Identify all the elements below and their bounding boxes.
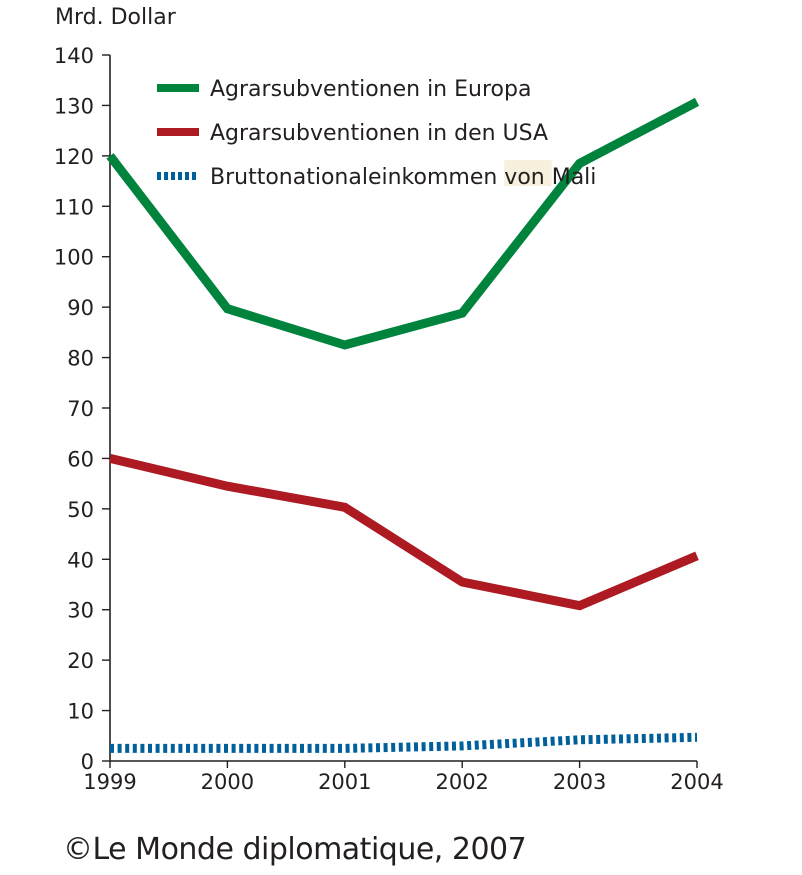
series-layer (106, 97, 700, 753)
legend-label-europe: Agrarsubventionen in Europa (210, 77, 531, 102)
x-tick-label: 2001 (318, 770, 371, 794)
legend: Agrarsubventionen in Europa Agrarsubvent… (157, 77, 596, 190)
legend-label-mali-part1: Bruttonationaleinkommen (210, 165, 504, 190)
x-axis-ticks: 1999 2000 2001 2002 2003 2004 (83, 761, 724, 794)
line-chart: Mrd. Dollar 0 10 20 30 40 50 60 70 80 90 100 110 120… (54, 5, 724, 794)
y-tick-label: 110 (54, 195, 94, 219)
y-tick-label: 30 (67, 599, 94, 623)
y-tick-label: 10 (67, 700, 94, 724)
y-tick-label: 20 (67, 649, 94, 673)
y-tick-label: 120 (54, 145, 94, 169)
series-line-mali (110, 732, 698, 753)
y-tick-label: 100 (54, 246, 94, 270)
legend-label-mali: Bruttonationaleinkommen von Mali (210, 165, 596, 190)
text-highlight (504, 160, 552, 186)
y-tick-label: 50 (67, 498, 94, 522)
y-axis-unit-label: Mrd. Dollar (55, 5, 177, 30)
y-tick-label: 130 (54, 94, 94, 118)
y-tick-label: 0 (81, 750, 94, 774)
x-tick-label: 2003 (553, 770, 606, 794)
y-tick-label: 60 (67, 447, 94, 471)
series-line-europe (106, 97, 700, 350)
y-tick-label: 70 (67, 397, 94, 421)
y-tick-label: 140 (54, 44, 94, 68)
series-line-usa (108, 454, 699, 611)
copyright-credit: ©Le Monde diplomatique, 2007 (63, 832, 527, 867)
y-tick-label: 80 (67, 347, 94, 371)
y-tick-label: 40 (67, 548, 94, 572)
x-tick-label: 2000 (201, 770, 254, 794)
y-axis-ticks: 0 10 20 30 40 50 60 70 80 90 100 110 120 130 140 (54, 44, 110, 774)
x-tick-label: 2002 (435, 770, 488, 794)
legend-label-usa: Agrarsubventionen in den USA (210, 121, 548, 146)
y-tick-label: 90 (67, 296, 94, 320)
legend-item-europe: Agrarsubventionen in Europa (157, 77, 531, 102)
x-tick-label: 1999 (83, 770, 136, 794)
x-tick-label: 2004 (670, 770, 723, 794)
legend-label-mali-highlighted: von (504, 165, 551, 190)
legend-item-usa: Agrarsubventionen in den USA (157, 121, 548, 146)
legend-item-mali: Bruttonationaleinkommen von Mali (157, 160, 596, 190)
legend-label-mali-part2: Mali (552, 165, 597, 190)
